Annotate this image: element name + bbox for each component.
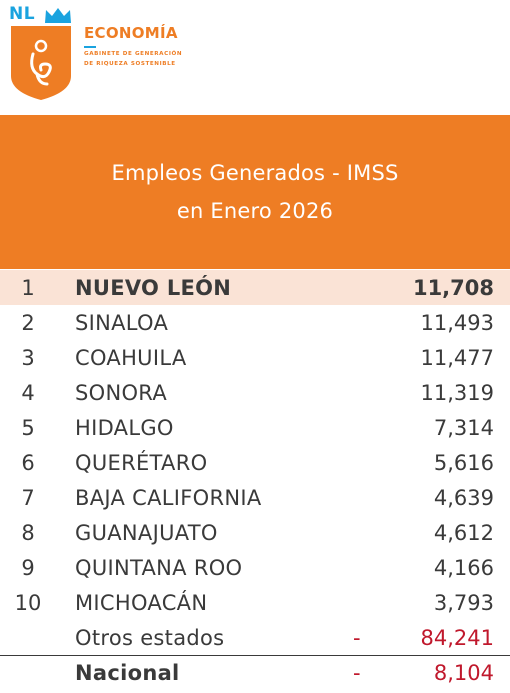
- state-name: QUINTANA ROO: [75, 555, 243, 580]
- total-sign: -: [353, 661, 361, 685]
- brand-title: ECONOMÍA: [84, 24, 178, 42]
- state-name: SINALOA: [75, 310, 169, 335]
- table-row: 10 MICHOACÁN 3,793: [0, 585, 510, 620]
- rank-cell: 8: [0, 521, 56, 545]
- state-name: HIDALGO: [75, 415, 174, 440]
- state-name: MICHOACÁN: [75, 590, 208, 615]
- others-sign: -: [353, 625, 361, 650]
- employment-value: 11,708: [412, 275, 494, 300]
- state-name: NUEVO LEÓN: [75, 275, 232, 300]
- total-value: 8,104: [433, 661, 494, 685]
- rank-cell: 2: [0, 311, 56, 335]
- rank-cell: 4: [0, 381, 56, 405]
- rank-cell: 3: [0, 346, 56, 370]
- rank-number: 8: [21, 520, 35, 545]
- employment-value: 4,612: [433, 520, 494, 545]
- logo-nl-text: NL: [9, 4, 36, 24]
- employment-value: 11,477: [420, 345, 494, 370]
- table-row: 7 BAJA CALIFORNIA 4,639: [0, 480, 510, 515]
- rank-cell: 7: [0, 486, 56, 510]
- rank-cell: 9: [0, 556, 56, 580]
- rank-number: 9: [21, 555, 35, 580]
- employment-value: 3,793: [433, 590, 494, 615]
- shield-logo-icon: [11, 26, 71, 100]
- table-row: 6 QUERÉTARO 5,616: [0, 445, 510, 480]
- ranking-table: 1 NUEVO LEÓN 11,708 2 SINALOA 11,493 3 COAHUILA…: [0, 270, 510, 690]
- brand: ECONOMÍA GABINETE DE GENERACIÓN DE RIQUE…: [84, 24, 182, 68]
- state-name: BAJA CALIFORNIA: [75, 485, 262, 510]
- rank-number: 3: [21, 345, 35, 370]
- table-row: 4 SONORA 11,319: [0, 375, 510, 410]
- table-row: 9 QUINTANA ROO 4,166: [0, 550, 510, 585]
- employment-value: 5,616: [433, 450, 494, 475]
- rank-number: 2: [21, 310, 35, 335]
- table-row: 2 SINALOA 11,493: [0, 305, 510, 340]
- employment-value: 7,314: [433, 415, 494, 440]
- employment-value: 4,166: [433, 555, 494, 580]
- total-label: Nacional: [75, 661, 180, 685]
- banner-title-line2: en Enero 2026: [176, 199, 334, 223]
- table-row: 3 COAHUILA 11,477: [0, 340, 510, 375]
- brand-subtitle-line1: GABINETE DE GENERACIÓN: [84, 51, 183, 57]
- rank-cell: 6: [0, 451, 56, 475]
- rank-number: 6: [21, 450, 35, 475]
- brand-divider: [84, 46, 96, 48]
- rank-number: 4: [21, 380, 35, 405]
- rank-cell: 1: [0, 276, 56, 300]
- rank-number: 5: [21, 415, 35, 440]
- rank-number: 1: [21, 275, 35, 300]
- rank-cell: 10: [0, 591, 56, 615]
- table-row: 1 NUEVO LEÓN 11,708: [0, 270, 510, 305]
- brand-subtitle-line2: DE RIQUEZA SOSTENIBLE: [84, 61, 176, 67]
- employment-value: 11,493: [420, 310, 494, 335]
- rank-cell: 5: [0, 416, 56, 440]
- state-name: SONORA: [75, 380, 168, 405]
- title-banner: Empleos Generados - IMSS en Enero 2026: [0, 115, 510, 269]
- state-name: GUANAJUATO: [75, 520, 218, 545]
- state-name: QUERÉTARO: [75, 450, 208, 475]
- table-row: 5 HIDALGO 7,314: [0, 410, 510, 445]
- banner-title-line1: Empleos Generados - IMSS: [111, 161, 399, 185]
- crown-icon: [45, 8, 71, 23]
- employment-value: 4,639: [433, 485, 494, 510]
- rank-number: 10: [14, 590, 42, 615]
- others-label: Otros estados: [75, 625, 225, 650]
- employment-value: 11,319: [420, 380, 494, 405]
- others-value: 84,241: [420, 625, 494, 650]
- table-row: 8 GUANAJUATO 4,612: [0, 515, 510, 550]
- total-row: Nacional - 8,104: [0, 655, 510, 690]
- others-row: Otros estados - 84,241: [0, 620, 510, 655]
- state-name: COAHUILA: [75, 345, 187, 370]
- rank-number: 7: [21, 485, 35, 510]
